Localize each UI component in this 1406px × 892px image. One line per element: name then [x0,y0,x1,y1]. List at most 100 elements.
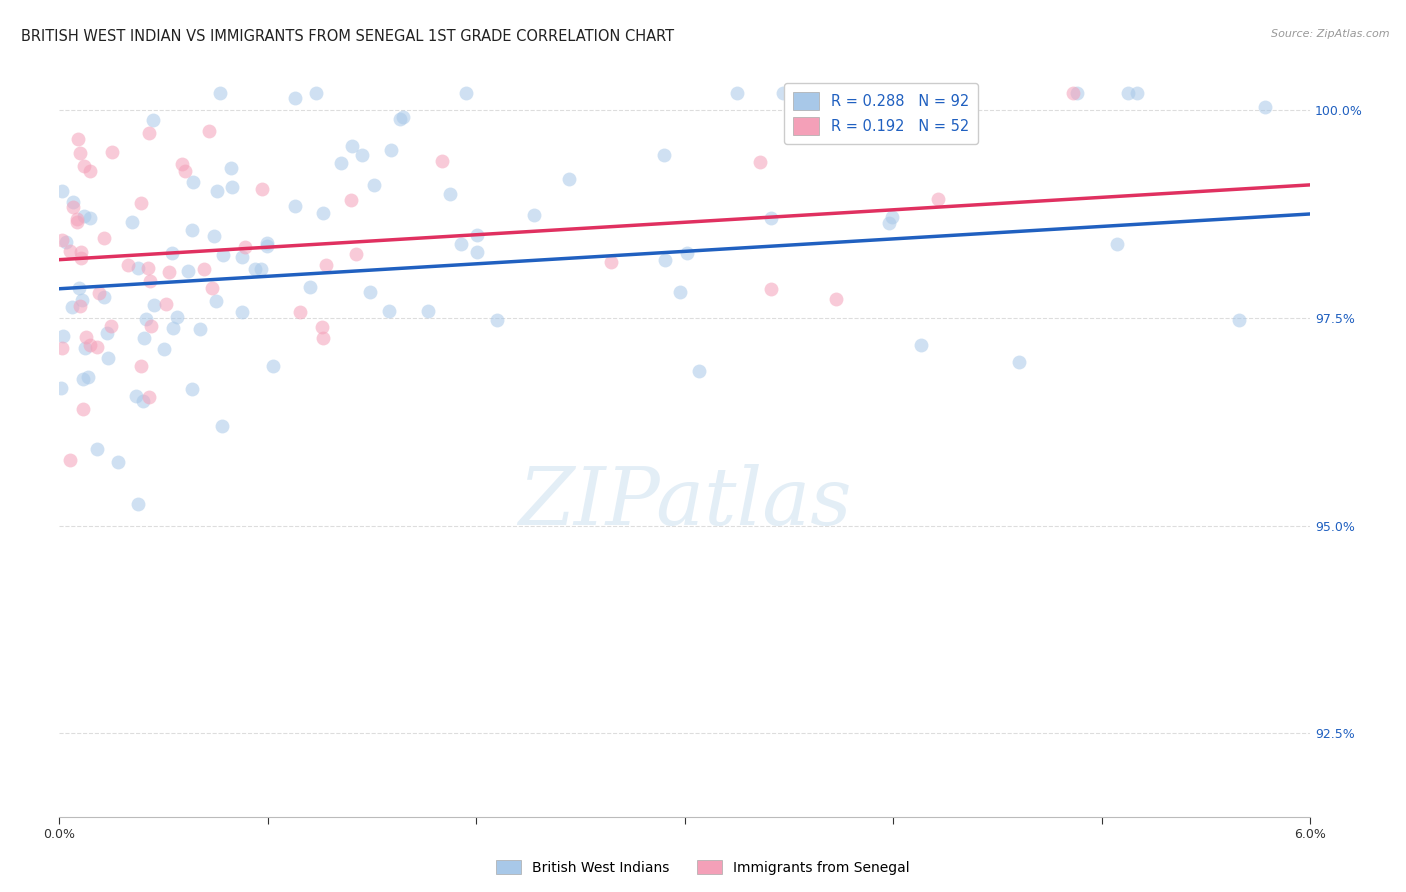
Point [298,280,321,294]
Point [877,216,900,230]
Point [669,285,692,300]
Point [138,390,160,404]
Point [202,228,225,243]
Text: BRITISH WEST INDIAN VS IMMIGRANTS FROM SENEGAL 1ST GRADE CORRELATION CHART: BRITISH WEST INDIAN VS IMMIGRANTS FROM S… [21,29,675,44]
Point [79,337,101,351]
Point [127,497,149,511]
Point [51,329,73,343]
Point [772,87,794,101]
Point [725,87,748,101]
Text: ZIPatlas: ZIPatlas [517,464,852,541]
Point [380,144,402,158]
Point [465,228,488,243]
Point [132,394,155,409]
Point [927,192,949,206]
Point [127,260,149,275]
Point [880,210,903,224]
Point [155,297,177,311]
Point [350,148,373,162]
Point [430,153,453,168]
Point [153,342,176,356]
Point [72,372,94,386]
Legend: R = 0.288   N = 92, R = 0.192   N = 52: R = 0.288 N = 92, R = 0.192 N = 52 [785,83,977,144]
Point [465,244,488,259]
Point [231,250,253,264]
Point [359,285,381,299]
Point [1107,236,1129,251]
Point [193,262,215,277]
Point [201,281,224,295]
Point [138,126,160,140]
Point [107,454,129,468]
Point [97,351,120,365]
Point [59,453,82,467]
Point [93,231,115,245]
Point [315,258,337,272]
Point [208,87,231,101]
Point [416,304,439,318]
Point [284,91,307,105]
Point [252,182,274,196]
Point [558,172,581,186]
Point [600,254,623,268]
Point [363,178,385,192]
Point [76,370,98,384]
Point [55,235,77,250]
Point [72,402,94,417]
Point [205,293,228,308]
Point [136,261,159,276]
Point [70,251,93,265]
Point [177,264,200,278]
Point [162,246,184,260]
Point [72,209,94,223]
Point [100,318,122,333]
Point [51,184,73,198]
Point [233,239,256,253]
Point [86,339,108,353]
Point [1062,87,1084,101]
Point [231,304,253,318]
Point [675,245,697,260]
Point [654,253,676,268]
Point [749,155,772,169]
Point [207,184,229,198]
Point [288,305,311,319]
Point [391,111,413,125]
Point [211,247,233,261]
Point [211,419,233,434]
Point [389,112,412,126]
Point [454,87,477,101]
Point [117,258,139,272]
Point [439,186,461,201]
Point [86,442,108,456]
Point [340,138,363,153]
Point [1008,355,1031,369]
Point [1066,87,1088,101]
Point [132,331,155,345]
Point [180,382,202,396]
Point [1126,87,1149,101]
Point [70,293,93,307]
Point [129,195,152,210]
Point [51,381,73,395]
Point [73,159,96,173]
Point [305,87,328,101]
Point [62,200,84,214]
Point [51,341,73,355]
Point [79,163,101,178]
Point [249,262,271,277]
Point [688,364,710,378]
Point [125,389,148,403]
Point [60,300,83,314]
Point [51,233,73,247]
Point [221,180,243,194]
Point [652,148,675,162]
Point [157,265,180,279]
Point [450,237,472,252]
Point [75,330,97,344]
Text: Source: ZipAtlas.com: Source: ZipAtlas.com [1271,29,1389,38]
Point [377,304,399,318]
Point [340,193,363,207]
Point [311,320,333,334]
Point [93,290,115,304]
